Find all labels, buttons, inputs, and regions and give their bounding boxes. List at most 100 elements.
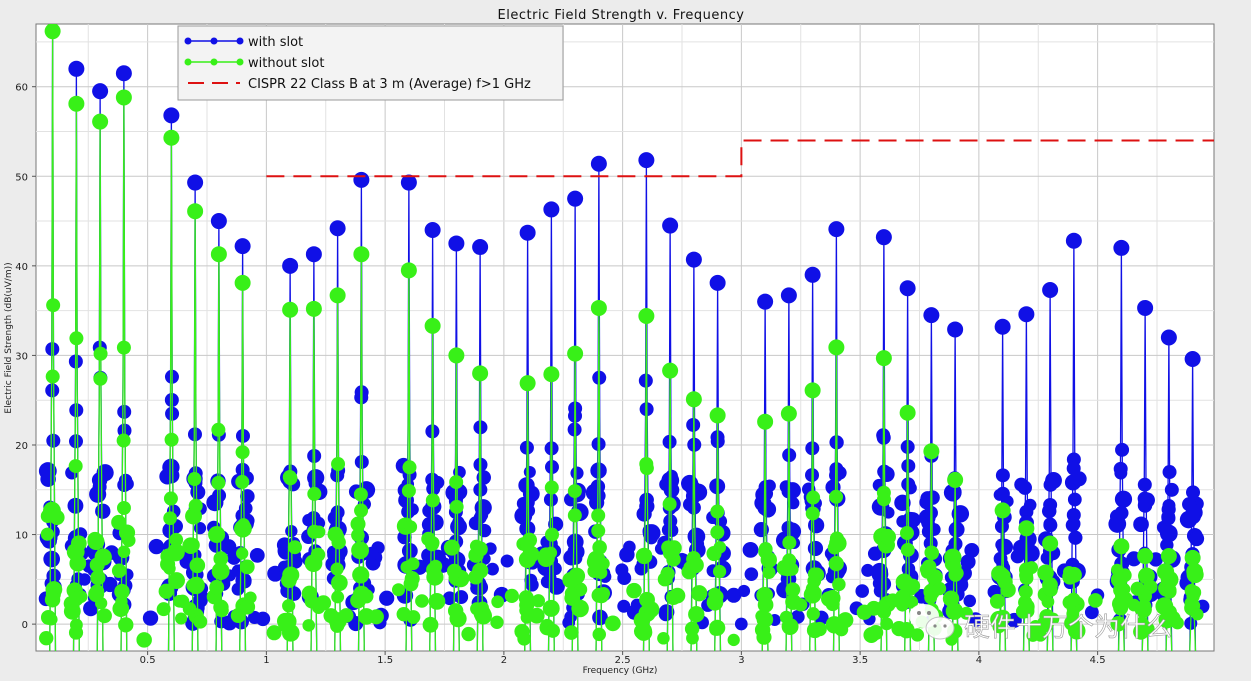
data-point [352, 566, 370, 584]
y-axis-label: Electric Field Strength (dB(uV/m)) [4, 262, 14, 413]
data-point [1160, 329, 1177, 346]
data-point [1037, 564, 1054, 581]
data-point [959, 606, 973, 620]
data-point [353, 487, 368, 502]
data-point [807, 540, 824, 557]
data-point [302, 619, 316, 632]
data-point [1114, 490, 1133, 508]
data-point [1018, 306, 1035, 323]
data-point [685, 251, 702, 268]
data-point [662, 497, 677, 512]
data-point [211, 422, 226, 437]
data-point [519, 520, 536, 537]
data-point [567, 484, 582, 499]
data-point [828, 221, 845, 238]
data-point [658, 604, 675, 620]
data-point [1114, 506, 1129, 521]
data-point [1088, 593, 1103, 608]
data-point [1068, 530, 1083, 545]
data-point [68, 625, 84, 640]
data-point [780, 405, 797, 422]
data-point [331, 574, 348, 592]
data-point [210, 246, 227, 263]
data-point [476, 470, 491, 485]
data-point [282, 599, 296, 613]
data-point [400, 174, 417, 191]
data-point [115, 65, 132, 82]
data-point [209, 540, 223, 553]
data-point [330, 562, 344, 576]
data-point [562, 571, 579, 589]
data-point [948, 567, 963, 582]
x-tick-label: 4.5 [1090, 655, 1106, 666]
data-point [351, 541, 370, 560]
y-tick-label: 50 [15, 172, 28, 183]
data-point [1137, 548, 1154, 565]
legend-item-without-slot: without slot [184, 56, 324, 71]
wechat-icon [909, 604, 955, 640]
data-point [402, 460, 417, 475]
data-point [210, 213, 227, 230]
data-point [592, 627, 606, 642]
data-point [211, 562, 230, 581]
data-point [1010, 549, 1025, 564]
data-point [449, 499, 464, 514]
data-point [899, 526, 914, 541]
data-point [428, 592, 446, 610]
data-point [665, 469, 678, 483]
data-point [329, 287, 346, 304]
data-point [148, 538, 165, 555]
data-point [473, 542, 488, 557]
data-point [1064, 615, 1080, 631]
y-tick-label: 20 [15, 441, 28, 452]
data-point [40, 527, 54, 541]
data-point [960, 554, 976, 570]
y-tick-label: 60 [15, 83, 28, 94]
data-point [1137, 599, 1152, 614]
y-tick-label: 40 [15, 262, 28, 273]
data-point [756, 611, 774, 628]
data-point [406, 610, 421, 624]
data-point [310, 547, 326, 562]
data-point [945, 602, 964, 620]
data-point [995, 468, 1010, 483]
data-point [1133, 623, 1150, 640]
data-point [92, 479, 107, 494]
data-point [424, 537, 439, 552]
data-point [591, 488, 606, 503]
data-point [212, 488, 227, 503]
data-point [1046, 612, 1060, 626]
data-point [400, 262, 417, 279]
data-point [244, 591, 257, 604]
data-point [163, 107, 180, 124]
data-point [519, 375, 536, 392]
data-point [187, 576, 205, 595]
data-point [448, 347, 465, 364]
data-point [828, 339, 845, 356]
data-point [472, 239, 489, 256]
data-point [669, 587, 686, 604]
data-point [781, 618, 799, 635]
data-point [1019, 568, 1034, 583]
data-point [282, 257, 299, 274]
data-point [782, 535, 797, 550]
data-point [351, 528, 365, 542]
data-point [163, 511, 177, 526]
data-point [1062, 569, 1078, 585]
data-point [564, 586, 578, 600]
chart-title: Electric Field Strength v. Frequency [498, 8, 745, 23]
legend-item-with-slot: with slot [184, 35, 303, 50]
data-point [1157, 563, 1175, 581]
data-point [93, 371, 108, 386]
data-point [1018, 584, 1033, 599]
data-point [689, 483, 708, 501]
data-point [379, 590, 395, 606]
data-point [1043, 518, 1058, 533]
data-point [660, 566, 675, 581]
data-point [449, 475, 464, 490]
data-point [805, 506, 820, 521]
data-point [90, 570, 106, 586]
data-point [543, 366, 560, 383]
data-point [421, 547, 437, 563]
data-point [1162, 604, 1177, 620]
